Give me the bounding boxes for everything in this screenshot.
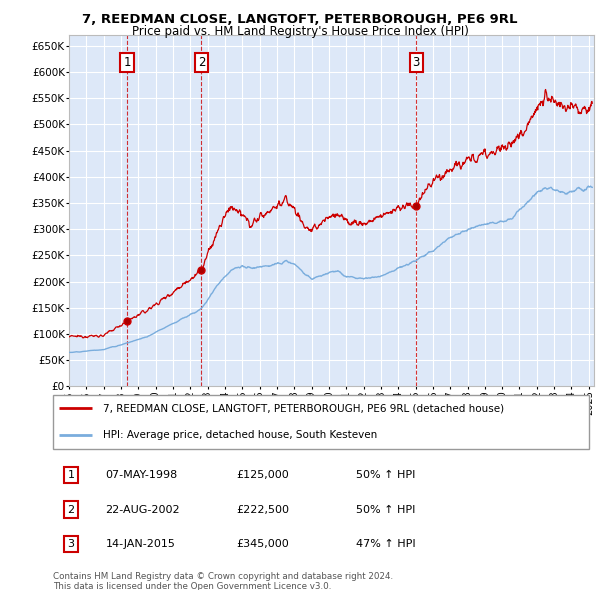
Text: £125,000: £125,000 [236, 470, 289, 480]
Text: 3: 3 [67, 539, 74, 549]
Text: 1: 1 [67, 470, 74, 480]
Text: 2: 2 [67, 504, 74, 514]
Text: 2: 2 [197, 56, 205, 69]
Text: HPI: Average price, detached house, South Kesteven: HPI: Average price, detached house, Sout… [103, 431, 377, 440]
Text: Price paid vs. HM Land Registry's House Price Index (HPI): Price paid vs. HM Land Registry's House … [131, 25, 469, 38]
Text: 50% ↑ HPI: 50% ↑ HPI [356, 504, 416, 514]
Text: 47% ↑ HPI: 47% ↑ HPI [356, 539, 416, 549]
Text: 7, REEDMAN CLOSE, LANGTOFT, PETERBOROUGH, PE6 9RL: 7, REEDMAN CLOSE, LANGTOFT, PETERBOROUGH… [82, 13, 518, 26]
Text: 1: 1 [124, 56, 131, 69]
Text: Contains HM Land Registry data © Crown copyright and database right 2024.
This d: Contains HM Land Registry data © Crown c… [53, 572, 394, 590]
Text: 14-JAN-2015: 14-JAN-2015 [106, 539, 175, 549]
Text: 22-AUG-2002: 22-AUG-2002 [106, 504, 180, 514]
FancyBboxPatch shape [53, 395, 589, 449]
Text: 07-MAY-1998: 07-MAY-1998 [106, 470, 178, 480]
Text: 3: 3 [412, 56, 420, 69]
Text: 7, REEDMAN CLOSE, LANGTOFT, PETERBOROUGH, PE6 9RL (detached house): 7, REEDMAN CLOSE, LANGTOFT, PETERBOROUGH… [103, 404, 504, 413]
Text: £222,500: £222,500 [236, 504, 289, 514]
Text: £345,000: £345,000 [236, 539, 289, 549]
Text: 50% ↑ HPI: 50% ↑ HPI [356, 470, 416, 480]
